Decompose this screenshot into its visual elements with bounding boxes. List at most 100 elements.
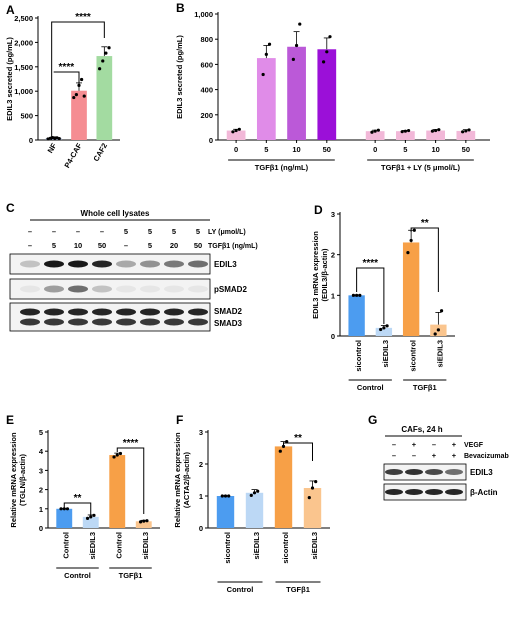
bar [287,46,306,141]
data-point [358,293,362,297]
data-point [145,519,149,523]
data-point [249,493,253,497]
ly-value: 5 [124,227,128,236]
data-point [104,51,108,55]
blot-band [20,285,40,293]
y-tick-label: 1 [331,291,335,300]
blot-label-2: SMAD3 [214,319,243,328]
data-point [439,309,444,313]
data-point [231,130,235,134]
data-point [107,46,111,50]
data-point [59,507,63,511]
bar [303,488,322,528]
group-control-label: Control [227,585,254,594]
x-tick-label: P4-CAF [62,141,84,169]
x-tick-label: 0 [373,145,377,154]
blot-label: β-Actin [470,488,498,497]
panel-letter: D [314,203,323,217]
blot-band [425,469,443,475]
data-point [112,455,116,459]
data-point [118,451,123,456]
x-tick-label: 0 [234,145,238,154]
panel-f: F 0 1 2 3 Relative mRNA expression (ACTA2/β-ac… [173,413,330,594]
bar [71,90,87,140]
blot-band [445,489,463,495]
data-point [98,67,102,71]
data-point [461,130,465,134]
ly-value: – [76,227,80,236]
y-tick-label: 4 [39,447,44,456]
y-tick-label: 2 [199,460,203,469]
ly-value: – [100,227,104,236]
data-point [314,480,318,484]
data-point [62,507,66,511]
y-tick-label: 2 [331,251,335,260]
y-tick-label: 2 [39,486,43,495]
data-point [373,129,377,133]
significance-bracket [356,267,385,324]
blot-label: pSMAD2 [214,285,247,294]
y-tick-label: 5 [39,428,43,437]
data-point [256,489,260,493]
blot-band [164,260,184,268]
y-tick-label: 3 [331,210,335,219]
group-control-label: Control [357,383,384,392]
group-tgf-label: TGFβ1 (ng/mL) [255,163,309,172]
data-point [307,496,311,500]
data-point [467,128,471,132]
x-tick-label: sicontrol [408,340,417,372]
y-tick-label: 0 [29,136,33,145]
bev-value: + [452,451,457,460]
vegf-value: – [392,440,396,449]
tgf-value: 5 [52,241,56,250]
data-point [310,486,315,490]
blot-band [164,285,184,293]
bar [216,496,235,528]
blot-band [140,285,160,293]
blot-band [140,260,160,268]
significance-stars: **** [75,12,91,23]
ly-value: – [52,227,56,236]
data-point [294,43,299,48]
data-point [298,22,302,26]
bar [109,455,126,528]
blot-band [20,260,40,268]
blot-band [20,308,40,316]
data-point [382,326,386,330]
panel-letter: A [6,3,15,17]
blot-header: Whole cell lysates [81,209,150,218]
y-tick-label: 800 [200,35,213,44]
data-point [437,128,441,132]
panel-b: B 0 200 400 600 800 1,000 EDIL3 secreted (pg/mL… [175,1,490,172]
y-tick-label: 1 [199,492,203,501]
y-tick-label: 0 [199,524,203,533]
data-point [101,59,105,63]
blot-band [20,318,40,326]
tgf-value: – [28,241,32,250]
blot-band [92,308,112,316]
blot-band [44,308,64,316]
data-point [72,95,76,100]
tgf-label: TGFβ1 (ng/mL) [208,243,258,250]
data-point [278,449,282,453]
data-point [325,50,329,54]
significance-stars: **** [123,438,139,449]
panel-letter: E [6,413,14,427]
blot-band [92,318,112,326]
ly-value: 5 [172,227,176,236]
bar [426,130,445,140]
bar [82,516,99,528]
tgf-value: – [124,241,128,250]
blot-box [9,302,211,332]
significance-stars: **** [362,258,378,269]
panel-a: A 0 500 1,000 1,500 2,000 2,500 EDIL3 secreted … [5,3,120,169]
data-point [115,453,119,457]
group-tgf-label: TGFβ1 [413,383,437,392]
panel-e: E 0 1 2 3 4 5 Relative mRNA expression (TGLN/β-a… [6,413,160,580]
blot-band [116,260,136,268]
data-point [220,494,224,498]
blot-band [116,285,136,293]
blot-label: SMAD2 [214,307,243,316]
data-point [406,251,410,255]
x-tick-label: 5 [403,145,407,154]
